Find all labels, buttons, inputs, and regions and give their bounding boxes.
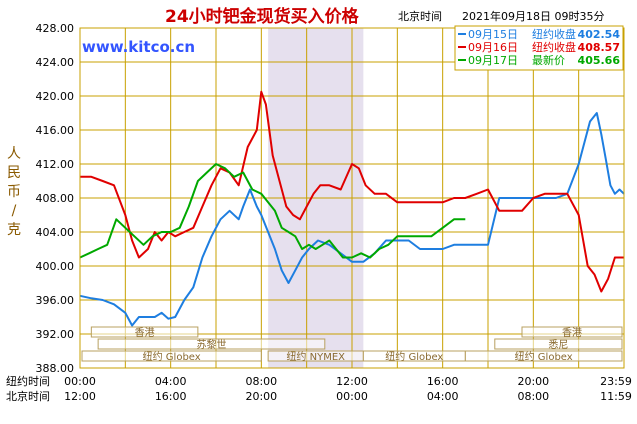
legend-date: 09月16日 xyxy=(468,41,518,54)
x-tick-label: 08:00 xyxy=(245,375,277,388)
session-label: 悉尼 xyxy=(548,339,568,351)
x-tick-label: 23:59 xyxy=(600,375,632,388)
y-tick-label: 416.00 xyxy=(36,124,75,137)
session-label: 苏黎世 xyxy=(196,338,226,351)
legend-date: 09月15日 xyxy=(468,28,518,41)
session-label: 纽约 NYMEX xyxy=(286,350,345,363)
legend-text: 纽约收盘 xyxy=(532,27,576,41)
y-tick-label: 412.00 xyxy=(36,158,75,171)
y-tick-label: 400.00 xyxy=(36,260,75,273)
y-axis-label-char: 民 xyxy=(7,165,21,181)
y-tick-label: 388.00 xyxy=(36,362,75,375)
legend-value: 405.66 xyxy=(578,54,621,67)
legend-value: 408.57 xyxy=(578,41,620,54)
legend-box xyxy=(454,25,624,71)
session-bar xyxy=(90,326,199,338)
legend-text: 最新价 xyxy=(532,53,565,67)
legend-date: 09月17日 xyxy=(468,54,518,67)
y-tick-label: 392.00 xyxy=(36,328,75,341)
y-tick-label: 420.00 xyxy=(36,90,75,103)
y-tick-label: 408.00 xyxy=(36,192,75,205)
x-tick-label: 20:00 xyxy=(517,375,549,388)
session-bar xyxy=(97,338,326,350)
x-tick-label: 16:00 xyxy=(155,390,187,403)
timestamp: 2021年09月18日 09时35分 xyxy=(462,9,604,23)
session-label: 香港 xyxy=(562,327,582,339)
session-bar xyxy=(464,350,623,362)
watermark: www.kitco.cn xyxy=(82,38,195,56)
session-label: 纽约 Globex xyxy=(385,350,443,363)
session-label: 纽约 Globex xyxy=(143,350,201,363)
x-tick-label: 00:00 xyxy=(336,390,368,403)
legend-text: 纽约收盘 xyxy=(532,40,576,54)
chart-title: 24小时钯金现货买入价格 xyxy=(165,6,360,27)
x-tick-label: 20:00 xyxy=(245,390,277,403)
x-tick-label: 08:00 xyxy=(517,390,549,403)
series-lines xyxy=(79,90,625,327)
legend-value: 402.54 xyxy=(578,28,621,41)
y-axis: 428.00 424.00 420.00 416.00 412.00 408.00 404.… xyxy=(36,22,75,375)
x-tick-label: 16:00 xyxy=(427,375,459,388)
x-tick-label: 12:00 xyxy=(336,375,368,388)
session-bar xyxy=(494,338,623,350)
y-axis-label-char: 人 xyxy=(7,146,21,162)
y-tick-label: 404.00 xyxy=(36,226,75,239)
series-line-09月17日 xyxy=(79,163,466,259)
x-axis-row-label: 纽约时间 xyxy=(6,374,50,388)
y-tick-label: 424.00 xyxy=(36,56,75,69)
session-label: 香港 xyxy=(135,327,155,339)
plot-frame xyxy=(79,27,625,369)
x-tick-label: 04:00 xyxy=(155,375,187,388)
y-axis-label-char: 币 xyxy=(7,184,21,200)
y-axis-label-char: 克 xyxy=(7,222,21,238)
x-axis: 纽约时间 00:00 04:00 08:00 12:00 16:00 20:00 23:59 北… xyxy=(6,374,632,403)
x-axis-row-label: 北京时间 xyxy=(6,389,50,403)
x-tick-label: 11:59 xyxy=(600,390,632,403)
y-axis-label-char: / xyxy=(12,203,17,219)
x-tick-label: 04:00 xyxy=(427,390,459,403)
timezone-label: 北京时间 xyxy=(398,9,442,23)
series-line-09月15日 xyxy=(79,112,625,327)
session-label: 纽约 Globex xyxy=(515,350,573,363)
y-axis-label: 人民币 / 克 xyxy=(7,146,21,238)
x-tick-label: 12:00 xyxy=(64,390,96,403)
y-tick-label: 396.00 xyxy=(36,294,75,307)
y-tick-label: 428.00 xyxy=(36,22,75,35)
x-tick-label: 00:00 xyxy=(64,375,96,388)
session-bar xyxy=(81,350,262,362)
session-bar xyxy=(521,326,623,338)
